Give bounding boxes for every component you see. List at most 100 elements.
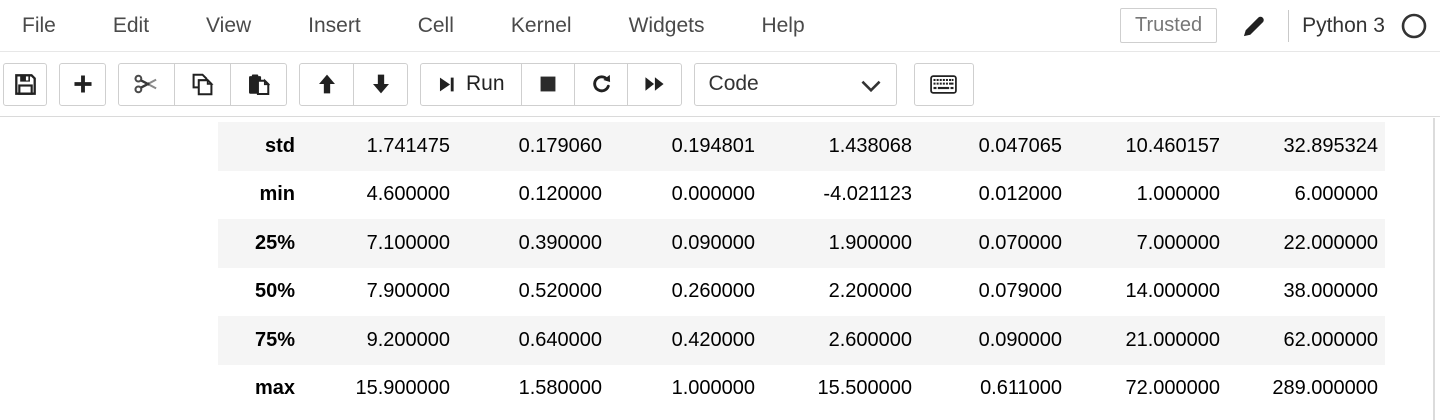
menu-right-cluster: Trusted Python 3 xyxy=(1120,8,1428,43)
cell-type-value: Code xyxy=(708,72,759,95)
stop-icon xyxy=(540,76,555,92)
cut-button[interactable] xyxy=(118,62,175,106)
row-label: 50% xyxy=(254,280,295,303)
table-row-25%: 25% 7.100000 0.390000 0.090000 1.900000 0.070… xyxy=(218,219,1385,268)
table-row-max: max 15.900000 1.580000 1.000000 15.500000 0.6… xyxy=(218,365,1385,414)
table-cell: 0.000000 xyxy=(671,183,755,206)
move-button-group xyxy=(299,62,408,106)
table-cell: 9.200000 xyxy=(366,328,450,351)
row-label: std xyxy=(265,134,295,157)
table-cell: 0.079000 xyxy=(978,280,1062,303)
table-row-75%: 75% 9.200000 0.640000 0.420000 2.600000 0.090… xyxy=(218,316,1385,365)
table-cell: 0.640000 xyxy=(518,328,602,351)
row-label: 25% xyxy=(254,231,295,254)
table-cell: 0.090000 xyxy=(978,328,1062,351)
menu-items: File Edit View Insert Cell Kernel Widgets Help xyxy=(0,14,1120,38)
table-cell: 38.000000 xyxy=(1283,280,1378,303)
table-cell: 6.000000 xyxy=(1294,183,1378,206)
table-cell: 21.000000 xyxy=(1125,328,1220,351)
table-cell: 15.900000 xyxy=(355,377,450,400)
table-cell: 72.000000 xyxy=(1125,377,1220,400)
table-cell: 0.012000 xyxy=(978,183,1062,206)
table-cell: 0.520000 xyxy=(518,280,602,303)
table-cell: 1.000000 xyxy=(1136,183,1220,206)
refresh-icon xyxy=(592,74,610,93)
menu-item-edit[interactable]: Edit xyxy=(112,13,150,37)
table-row-std: std 1.741475 0.179060 0.194801 1.438068 0.047… xyxy=(218,122,1385,171)
menu-item-kernel[interactable]: Kernel xyxy=(510,13,572,37)
copy-icon xyxy=(192,73,214,95)
table-cell: -4.021123 xyxy=(823,183,912,206)
table-cell: 1.000000 xyxy=(671,377,755,400)
output-area-edge xyxy=(1433,118,1435,420)
kernel-status xyxy=(1400,12,1428,40)
cell-type-dropdown[interactable]: Code xyxy=(693,62,897,106)
table-cell: 10.460157 xyxy=(1125,134,1220,157)
table-cell: 0.179060 xyxy=(518,134,602,157)
table-cell: 0.070000 xyxy=(978,231,1062,254)
table-cell: 0.194801 xyxy=(671,134,755,157)
arrow-down-icon xyxy=(372,74,389,94)
scissors-icon xyxy=(134,74,157,94)
copy-button[interactable] xyxy=(174,62,231,106)
menu-item-view[interactable]: View xyxy=(206,13,252,37)
table-cell: 32.895324 xyxy=(1283,134,1378,157)
menu-item-help[interactable]: Help xyxy=(761,13,805,37)
move-cell-up-button[interactable] xyxy=(299,62,354,106)
table-cell: 0.090000 xyxy=(671,231,755,254)
menu-item-widgets[interactable]: Widgets xyxy=(628,13,705,37)
run-button[interactable]: Run xyxy=(420,62,522,106)
chevron-down-icon xyxy=(861,80,881,92)
table-cell: 22.000000 xyxy=(1283,231,1378,254)
table-cell: 2.200000 xyxy=(828,280,912,303)
table-cell: 1.741475 xyxy=(366,134,450,157)
notebook-toolbar: Run Code xyxy=(0,52,1440,117)
table-cell: 289.000000 xyxy=(1272,377,1378,400)
step-forward-icon xyxy=(439,77,454,91)
fast-forward-icon xyxy=(644,77,664,91)
interrupt-kernel-button[interactable] xyxy=(520,62,575,106)
menu-item-cell[interactable]: Cell xyxy=(417,13,454,37)
table-cell: 0.390000 xyxy=(518,231,602,254)
table-cell: 15.500000 xyxy=(817,377,912,400)
table-cell: 0.120000 xyxy=(518,183,602,206)
table-cell: 4.600000 xyxy=(366,183,450,206)
table-cell: 0.420000 xyxy=(671,328,755,351)
clipboard-button-group xyxy=(118,62,287,106)
menu-item-insert[interactable]: Insert xyxy=(308,13,361,37)
plus-icon xyxy=(73,75,92,93)
save-button[interactable] xyxy=(3,62,47,106)
trusted-badge[interactable]: Trusted xyxy=(1120,8,1218,43)
pencil-icon xyxy=(1244,16,1264,36)
restart-kernel-button[interactable] xyxy=(573,62,628,106)
run-button-group: Run xyxy=(420,62,682,106)
menu-bar: File Edit View Insert Cell Kernel Widgets Help … xyxy=(0,0,1440,52)
table-cell: 2.600000 xyxy=(828,328,912,351)
menu-item-file[interactable]: File xyxy=(22,13,56,37)
describe-table-body: std 1.741475 0.179060 0.194801 1.438068 0.047… xyxy=(218,122,1385,413)
row-label: 75% xyxy=(254,328,295,351)
paste-button[interactable] xyxy=(230,62,287,106)
kernel-name[interactable]: Python 3 xyxy=(1302,13,1385,37)
edit-mode-indicator xyxy=(1241,13,1267,39)
table-cell: 7.900000 xyxy=(366,280,450,303)
arrow-up-icon xyxy=(318,74,335,94)
run-button-label: Run xyxy=(466,72,505,95)
move-cell-down-button[interactable] xyxy=(353,62,408,106)
table-cell: 1.900000 xyxy=(828,231,912,254)
table-cell: 14.000000 xyxy=(1125,280,1220,303)
row-label: max xyxy=(254,377,295,400)
table-cell: 0.047065 xyxy=(978,134,1062,157)
table-cell: 1.580000 xyxy=(518,377,602,400)
save-icon xyxy=(14,73,36,95)
keyboard-icon xyxy=(930,74,957,94)
table-cell: 0.611000 xyxy=(980,377,1062,400)
row-label: min xyxy=(259,183,295,206)
add-cell-button[interactable] xyxy=(59,62,106,106)
table-cell: 62.000000 xyxy=(1283,328,1378,351)
table-row-50%: 50% 7.900000 0.520000 0.260000 2.200000 0.079… xyxy=(218,268,1385,317)
table-cell: 7.000000 xyxy=(1136,231,1220,254)
table-cell: 1.438068 xyxy=(828,134,912,157)
command-palette-button[interactable] xyxy=(913,62,974,106)
restart-run-all-button[interactable] xyxy=(626,62,682,106)
